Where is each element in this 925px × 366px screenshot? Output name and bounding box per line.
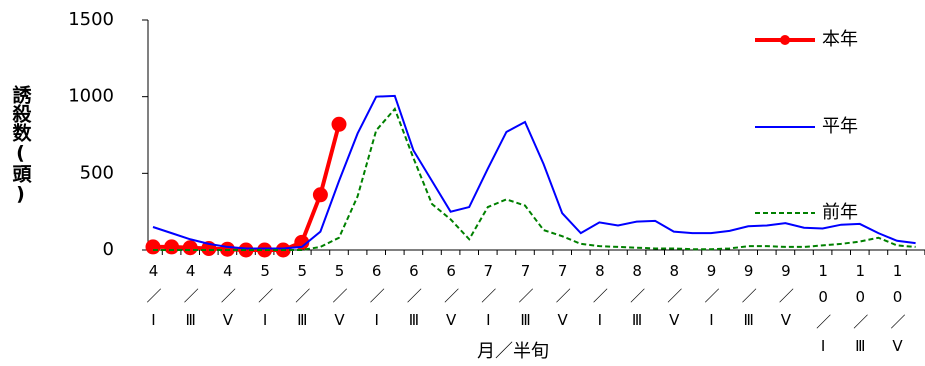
legend-marker	[780, 35, 790, 45]
x-tick-label: 8／Ⅴ	[665, 262, 683, 337]
y-tick-label: 1000	[68, 86, 114, 107]
point	[145, 239, 161, 255]
point	[312, 187, 328, 203]
x-tick-label: 8／Ⅰ	[591, 262, 609, 337]
y-tick-label: 1500	[68, 9, 114, 30]
x-tick-label: 4／Ⅴ	[219, 262, 237, 337]
x-tick-label: 4／Ⅲ	[182, 262, 200, 337]
series-line	[153, 123, 341, 252]
x-tick-label: 10／Ⅲ	[851, 262, 869, 363]
x-tick-label: 6／Ⅲ	[405, 262, 423, 337]
y-axis-label: 誘殺数(頭)	[10, 84, 33, 205]
legend-label: 前年	[822, 202, 858, 223]
x-tick-label: 5／Ⅴ	[331, 262, 349, 337]
x-tick-label: 6／Ⅰ	[368, 262, 386, 337]
x-tick-label: 5／Ⅲ	[293, 262, 311, 337]
x-tick-label: 9／Ⅴ	[777, 262, 795, 337]
x-tick-label: 10／Ⅴ	[889, 262, 907, 363]
series-line	[152, 94, 916, 250]
point	[182, 240, 198, 256]
y-tick-label: 500	[80, 162, 114, 183]
x-tick-label: 7／Ⅲ	[517, 262, 535, 337]
point	[294, 234, 310, 250]
x-tick-label: 5／Ⅰ	[256, 262, 274, 337]
y-tick-label: 0	[103, 239, 114, 260]
point	[164, 239, 180, 255]
x-tick-label: 9／Ⅰ	[703, 262, 721, 337]
x-tick-label: 6／Ⅴ	[442, 262, 460, 337]
x-tick-label: 7／Ⅴ	[554, 262, 572, 337]
legend-label: 平年	[822, 116, 858, 137]
legend-label: 本年	[822, 29, 858, 50]
x-tick-label: 10／Ⅰ	[814, 262, 832, 363]
x-tick-label: 7／Ⅰ	[479, 262, 497, 337]
x-tick-label: 8／Ⅲ	[628, 262, 646, 337]
point	[257, 242, 273, 258]
series-line	[153, 107, 916, 251]
x-tick-label: 9／Ⅲ	[740, 262, 758, 337]
point	[331, 116, 347, 132]
x-tick-label: 4／Ⅰ	[145, 262, 163, 337]
x-axis-label: 月／半旬	[477, 341, 549, 362]
